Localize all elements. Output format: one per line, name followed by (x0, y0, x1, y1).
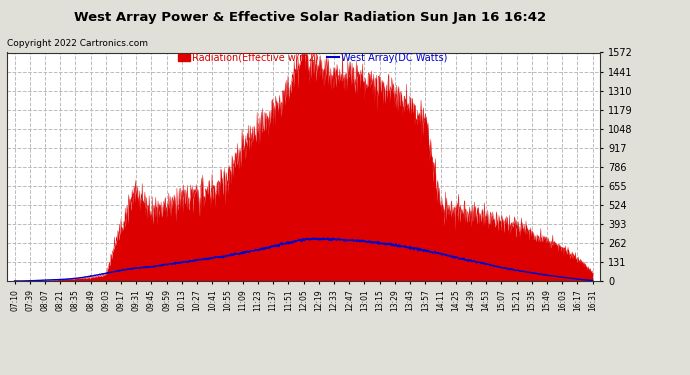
Legend: Radiation(Effective w/m2), West Array(DC Watts): Radiation(Effective w/m2), West Array(DC… (178, 53, 448, 63)
Text: West Array Power & Effective Solar Radiation Sun Jan 16 16:42: West Array Power & Effective Solar Radia… (75, 11, 546, 24)
Text: Copyright 2022 Cartronics.com: Copyright 2022 Cartronics.com (7, 39, 148, 48)
